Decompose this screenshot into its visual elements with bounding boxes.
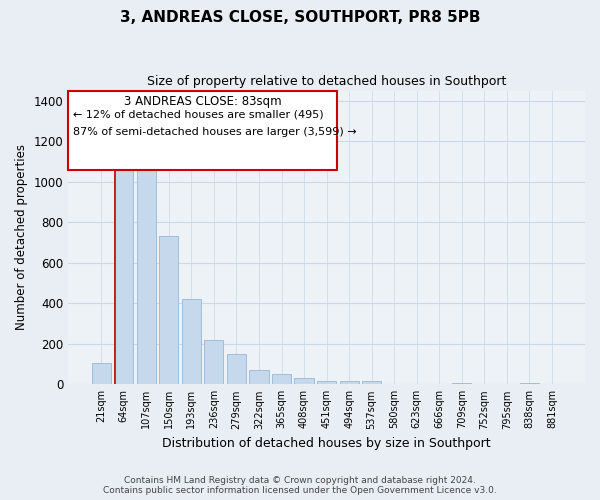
Text: 3, ANDREAS CLOSE, SOUTHPORT, PR8 5PB: 3, ANDREAS CLOSE, SOUTHPORT, PR8 5PB: [120, 10, 480, 25]
Bar: [182, 299, 201, 384]
Bar: [92, 362, 111, 384]
Bar: [114, 150, 133, 384]
Title: Size of property relative to detached houses in Southport: Size of property relative to detached ho…: [147, 75, 506, 88]
Text: Contains HM Land Registry data © Crown copyright and database right 2024.
Contai: Contains HM Land Registry data © Crown c…: [103, 476, 497, 495]
Bar: [227, 354, 246, 384]
X-axis label: Distribution of detached houses by size in Southport: Distribution of detached houses by size …: [162, 437, 491, 450]
Text: 87% of semi-detached houses are larger (3,599) →: 87% of semi-detached houses are larger (…: [73, 128, 357, 138]
Y-axis label: Number of detached properties: Number of detached properties: [15, 144, 28, 330]
Bar: [272, 374, 291, 384]
Bar: [295, 378, 314, 384]
Bar: [159, 236, 178, 384]
Text: 3 ANDREAS CLOSE: 83sqm: 3 ANDREAS CLOSE: 83sqm: [124, 95, 281, 108]
Bar: [340, 382, 359, 384]
Text: ← 12% of detached houses are smaller (495): ← 12% of detached houses are smaller (49…: [73, 110, 324, 120]
Bar: [250, 370, 269, 384]
Bar: [362, 382, 381, 384]
FancyBboxPatch shape: [68, 90, 337, 170]
Bar: [137, 150, 156, 384]
Bar: [317, 380, 336, 384]
Bar: [205, 340, 223, 384]
